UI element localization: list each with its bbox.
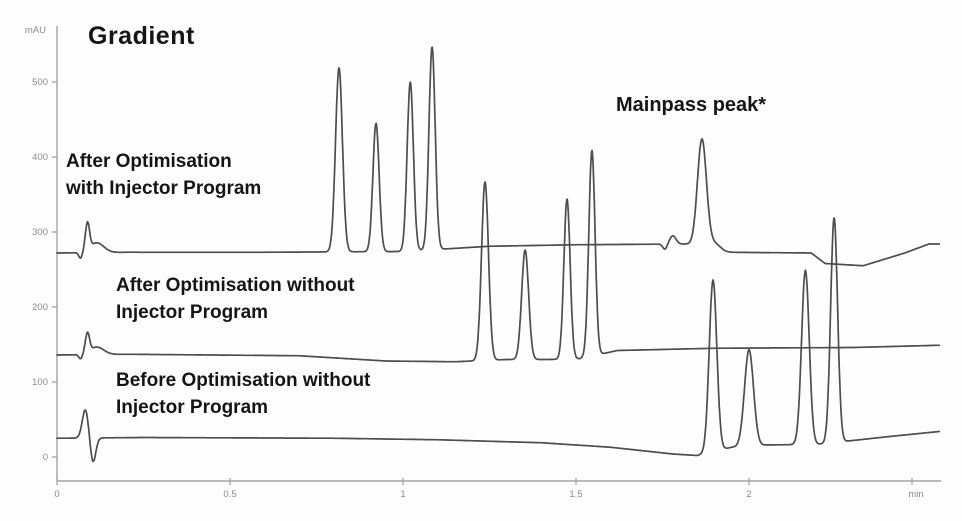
trace-label-line: Injector Program	[116, 397, 269, 418]
trace-line-1	[56, 149, 941, 363]
x-axis-tick-label: 0	[54, 489, 59, 500]
trace-label-line: Before Optimisation without	[116, 370, 371, 391]
y-axis-tick-label: 200	[32, 302, 48, 313]
mainpass-peak-annotation: Mainpass peak*	[616, 94, 767, 116]
y-axis-tick-label: 0	[43, 452, 48, 463]
trace-line-0	[56, 46, 941, 267]
trace-label-after-optimisation-with-injector-program: After Optimisation with Injector Program	[66, 148, 261, 202]
y-axis-tick-label: 100	[32, 377, 48, 388]
trace-label-line: with Injector Program	[66, 178, 262, 199]
x-axis-tick-label: 1.5	[569, 489, 582, 500]
y-axis-tick-label: 300	[32, 227, 48, 238]
y-axis-tick-label: 500	[32, 77, 48, 88]
chart-title: Gradient	[88, 22, 195, 50]
x-axis-tick-label: 0.5	[223, 489, 236, 500]
trace-label-line: Injector Program	[116, 302, 269, 323]
trace-label-line: After Optimisation without	[116, 275, 355, 296]
y-axis-unit-label: mAU	[25, 25, 46, 36]
x-axis-unit-label: min	[908, 489, 923, 500]
trace-label-line: After Optimisation	[66, 151, 232, 172]
x-axis-tick-label: 1	[400, 489, 405, 500]
trace-line-2	[56, 217, 941, 463]
trace-label-before-optimisation-without-injector-program: Before Optimisation without Injector Pro…	[116, 367, 370, 421]
trace-label-after-optimisation-without-injector-program: After Optimisation without Injector Prog…	[116, 272, 355, 326]
y-axis-tick-label: 400	[32, 152, 48, 163]
x-axis-tick-label: 2	[746, 489, 751, 500]
